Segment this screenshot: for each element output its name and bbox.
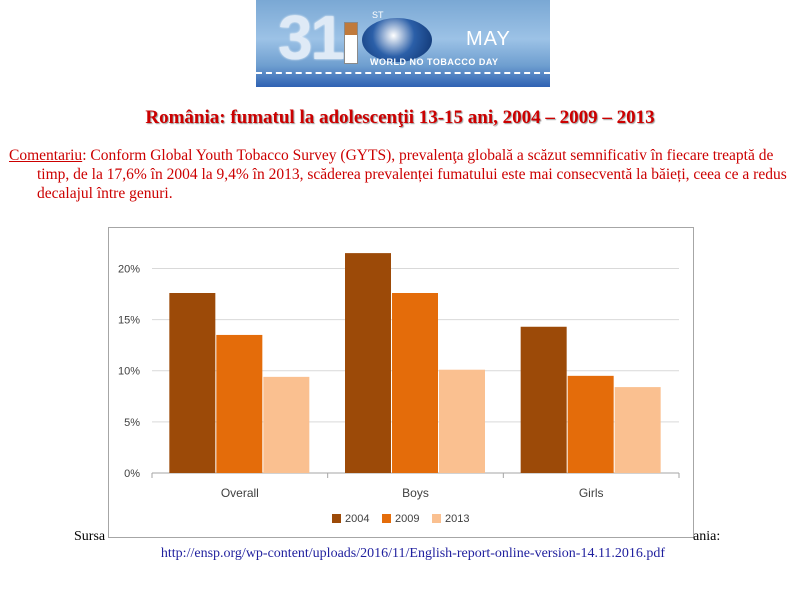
source-link[interactable]: http://ensp.org/wp-content/uploads/2016/… <box>160 546 666 561</box>
bar-boys-2013 <box>439 369 485 473</box>
bar-girls-2004 <box>520 326 567 473</box>
x-tick-label: Boys <box>402 486 429 500</box>
cigarette-icon <box>344 22 358 64</box>
banner-month: MAY <box>466 28 511 50</box>
x-tick-label: Overall <box>221 486 259 500</box>
bar-boys-2004 <box>345 253 391 473</box>
globe-icon <box>362 18 432 62</box>
y-tick-label: 0% <box>124 468 140 480</box>
legend-swatch-2004 <box>332 514 341 523</box>
source-suffix: ania: <box>693 529 721 544</box>
world-no-tobacco-day-banner: 31 ST MAY WORLD NO TOBACCO DAY <box>256 0 550 87</box>
bar-chart: 0% 5% 10% 15% 20% Overall Boys Girls 2004 2009 201… <box>118 253 680 525</box>
bar-boys-2009 <box>392 293 438 473</box>
chart-frame: 0% 5% 10% 15% 20% Overall Boys Girls 2004 2009 201… <box>108 227 694 538</box>
comment-label: Comentariu <box>9 147 83 164</box>
banner-caption: WORLD NO TOBACCO DAY <box>370 57 499 67</box>
bar-overall-2013 <box>263 376 310 473</box>
x-tick-label: Girls <box>579 486 604 500</box>
y-tick-label: 5% <box>124 417 140 429</box>
bar-girls-2013 <box>614 387 661 473</box>
source-prefix: Sursa <box>74 529 106 544</box>
legend-label-2009: 2009 <box>395 513 419 525</box>
comment-text: : Conform Global Youth Tobacco Survey (G… <box>37 147 787 202</box>
y-tick-label: 10% <box>118 366 140 378</box>
comment-paragraph: Comentariu: Conform Global Youth Tobacco… <box>9 146 789 203</box>
slide-title: România: fumatul la adolescenţii 13-15 a… <box>145 107 655 128</box>
bar-overall-2004 <box>169 293 216 473</box>
legend-label-2004: 2004 <box>345 513 369 525</box>
y-tick-label: 15% <box>118 315 140 327</box>
legend-swatch-2009 <box>382 514 391 523</box>
bar-overall-2009 <box>216 334 263 473</box>
legend-label-2013: 2013 <box>445 513 469 525</box>
y-tick-label: 20% <box>118 263 140 275</box>
bar-girls-2009 <box>567 375 614 473</box>
banner-day-suffix: ST <box>372 10 384 20</box>
banner-day-number: 31 <box>278 4 345 73</box>
banner-divider <box>256 72 550 74</box>
legend-swatch-2013 <box>432 514 441 523</box>
